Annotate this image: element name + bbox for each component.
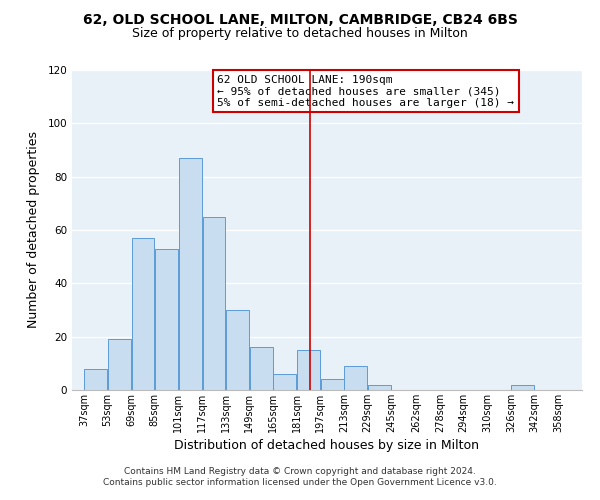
Bar (131, 238, 154, 390)
Text: Contains HM Land Registry data © Crown copyright and database right 2024.: Contains HM Land Registry data © Crown c… (124, 467, 476, 476)
Bar (108, 340, 131, 390)
Text: 62 OLD SCHOOL LANE: 190sqm
← 95% of detached houses are smaller (345)
5% of semi: 62 OLD SCHOOL LANE: 190sqm ← 95% of deta… (217, 75, 514, 108)
Bar (297, 350, 320, 390)
Text: Size of property relative to detached houses in Milton: Size of property relative to detached ho… (132, 28, 468, 40)
Bar (368, 384, 391, 390)
Bar (179, 158, 202, 390)
Y-axis label: Number of detached properties: Number of detached properties (28, 132, 40, 328)
Bar (226, 310, 249, 390)
Text: Contains public sector information licensed under the Open Government Licence v3: Contains public sector information licen… (103, 478, 497, 487)
Text: 62, OLD SCHOOL LANE, MILTON, CAMBRIDGE, CB24 6BS: 62, OLD SCHOOL LANE, MILTON, CAMBRIDGE, … (83, 12, 517, 26)
Bar (511, 384, 534, 390)
Bar (250, 348, 272, 390)
X-axis label: Distribution of detached houses by size in Milton: Distribution of detached houses by size … (175, 439, 479, 452)
Bar (203, 216, 225, 390)
Bar (344, 366, 367, 390)
Bar (84, 368, 107, 390)
Bar (155, 248, 178, 390)
Bar (274, 374, 296, 390)
Bar (321, 380, 344, 390)
